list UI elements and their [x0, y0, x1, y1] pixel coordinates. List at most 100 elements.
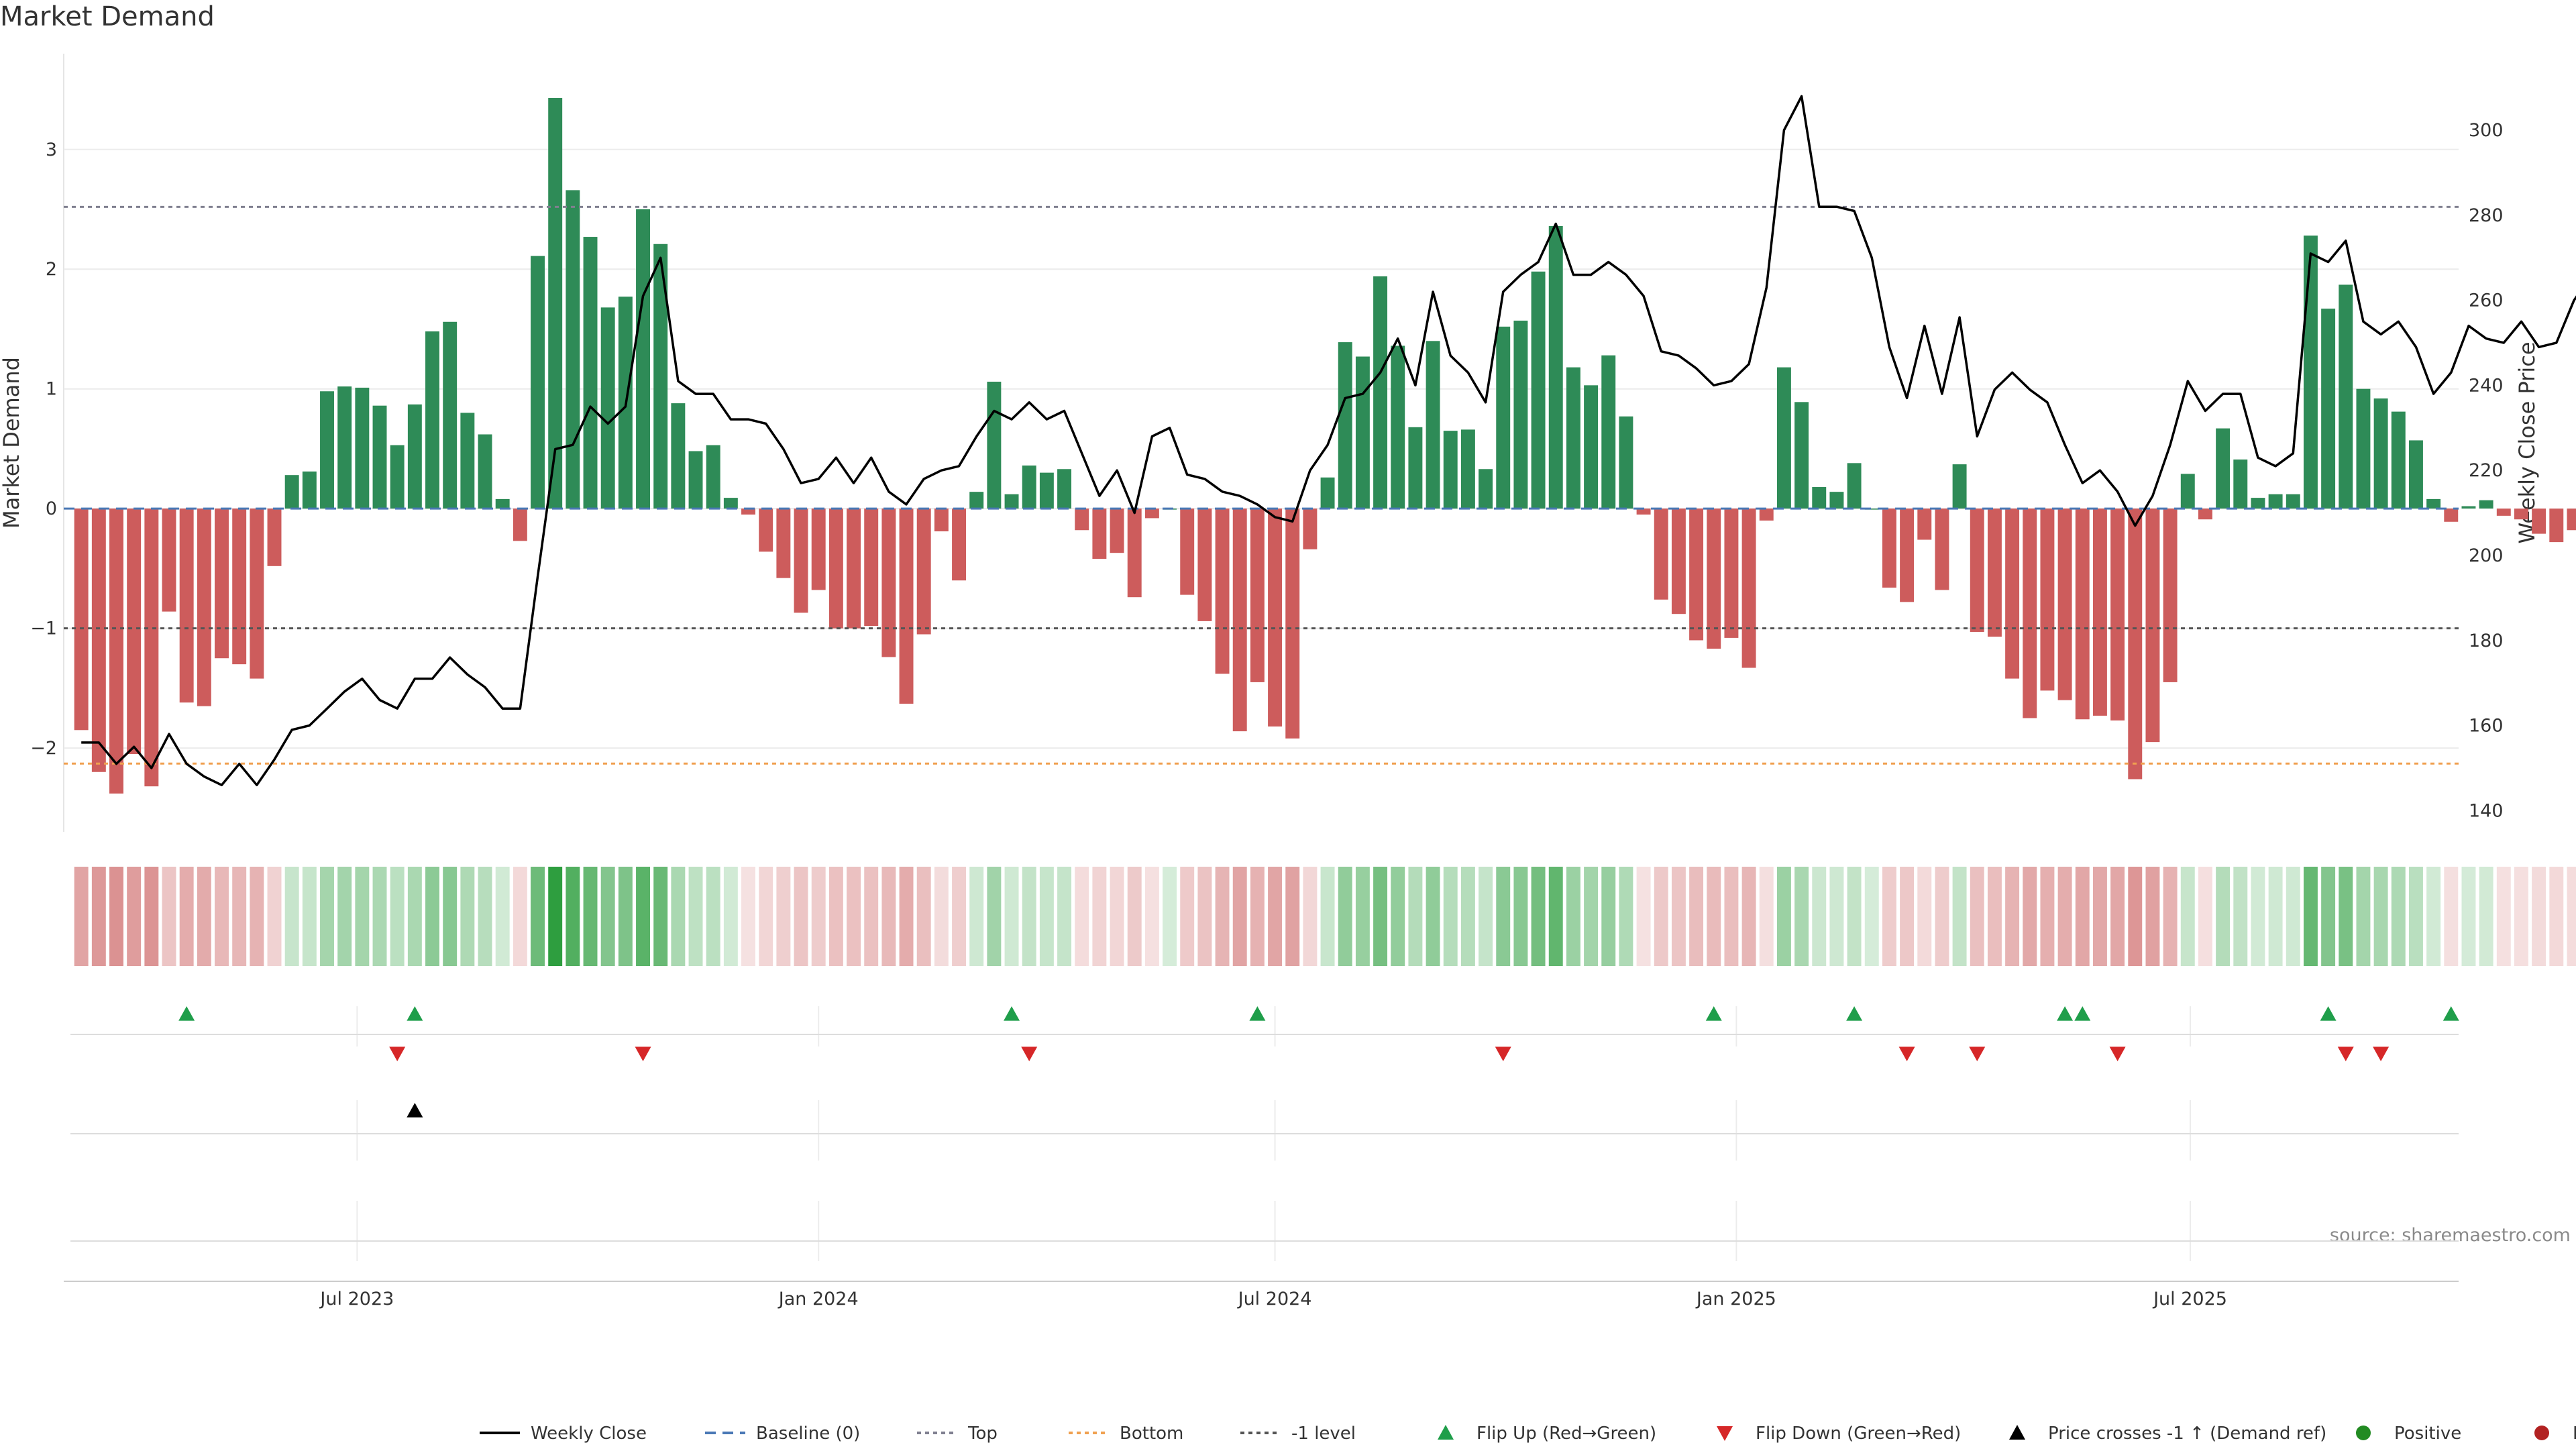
demand-bar: [390, 445, 405, 509]
heat-cell: [1689, 867, 1704, 966]
demand-bar: [2251, 498, 2265, 509]
demand-bar: [2128, 508, 2143, 780]
heat-cell: [934, 867, 949, 966]
flip-down-marker: [1495, 1046, 1511, 1061]
demand-bar: [1847, 463, 1862, 509]
flip-up-marker: [178, 1006, 195, 1021]
demand-bar: [1022, 465, 1036, 509]
demand-bar: [2339, 284, 2353, 509]
demand-bar: [2496, 508, 2511, 516]
demand-bar: [2268, 494, 2283, 509]
demand-bar: [2198, 508, 2212, 520]
demand-bar: [372, 405, 387, 509]
heat-cell: [1163, 867, 1177, 966]
y-tick-label: 0: [46, 498, 57, 519]
heat-cell: [372, 867, 387, 966]
heat-cell: [1759, 867, 1774, 966]
heat-cell: [1917, 867, 1932, 966]
demand-bar: [1215, 508, 1230, 674]
heat-cell: [2461, 867, 2476, 966]
heat-cell: [1127, 867, 1142, 966]
heat-cell: [74, 867, 89, 966]
demand-bar: [1250, 508, 1265, 682]
demand-bar: [1548, 225, 1563, 509]
x-tick-label: Jul 2024: [1237, 1289, 1312, 1309]
heat-cell: [2303, 867, 2318, 966]
heat-cell: [495, 867, 510, 966]
heat-cell: [671, 867, 686, 966]
reference-lines: [64, 205, 2459, 765]
demand-bar: [2110, 508, 2125, 721]
heat-cell: [1022, 867, 1036, 966]
demand-bar: [2321, 309, 2336, 509]
demand-bar: [215, 508, 229, 659]
demand-bar: [566, 190, 580, 509]
heat-cell: [952, 867, 967, 966]
demand-bar: [811, 508, 826, 590]
demand-bar: [460, 413, 475, 509]
demand-bar: [1426, 341, 1440, 509]
heat-cell: [1110, 867, 1124, 966]
demand-bar: [250, 508, 264, 679]
demand-bar: [759, 508, 773, 552]
demand-bar: [1636, 508, 1651, 515]
demand-bar: [881, 508, 896, 657]
legend-label: Flip Up (Red→Green): [1477, 1424, 1656, 1444]
demand-bar: [1338, 342, 1352, 509]
heat-cell: [460, 867, 475, 966]
heat-cell: [2092, 867, 2107, 966]
heat-cell: [144, 867, 159, 966]
legend-swatch-triangle-up: [1438, 1425, 1454, 1440]
heat-cell: [2216, 867, 2231, 966]
demand-bar: [2005, 508, 2020, 679]
legend-item-baseline: Baseline (0): [705, 1424, 860, 1444]
price-cross-marker: [407, 1103, 423, 1118]
demand-bar: [1584, 385, 1599, 509]
demand-bar: [2216, 428, 2231, 509]
flip-down-marker: [389, 1046, 406, 1061]
heat-cell: [1531, 867, 1546, 966]
heat-cell: [2373, 867, 2388, 966]
heat-cell: [1847, 867, 1862, 966]
demand-bar: [302, 471, 317, 509]
heat-cell: [1654, 867, 1668, 966]
heat-cell: [1900, 867, 1915, 966]
flip-up-marker: [2320, 1006, 2337, 1021]
heat-cell: [2408, 867, 2423, 966]
demand-bar: [1092, 508, 1107, 559]
demand-bar: [1144, 508, 1159, 519]
chart-title: Market Demand: [0, 1, 215, 32]
demand-bar: [2408, 440, 2423, 509]
demand-bar: [1391, 345, 1405, 509]
heat-cell: [302, 867, 317, 966]
heat-cell: [759, 867, 773, 966]
demand-bar: [1741, 508, 1756, 668]
heat-cell: [2233, 867, 2248, 966]
legend-label: Price crosses -1 ↑ (Demand ref): [2048, 1424, 2326, 1444]
heat-cell: [337, 867, 352, 966]
heat-cell: [1075, 867, 1089, 966]
heat-cell: [179, 867, 194, 966]
legend-item-negative: Negative: [2534, 1424, 2576, 1444]
demand-bar: [1707, 508, 1721, 649]
heat-cell: [2496, 867, 2511, 966]
legend-label: Baseline (0): [756, 1424, 860, 1444]
heat-cell: [653, 867, 668, 966]
legend-label: Top: [967, 1424, 998, 1444]
demand-bar: [1197, 508, 1212, 621]
heat-cell: [2163, 867, 2178, 966]
heat-cell: [2391, 867, 2406, 966]
heat-cell: [2339, 867, 2353, 966]
demand-bar: [952, 508, 967, 581]
flip-down-marker: [2373, 1046, 2390, 1061]
demand-bar: [162, 508, 176, 612]
heat-cell: [600, 867, 615, 966]
flip-up-marker: [1004, 1006, 1020, 1021]
demand-bar: [987, 381, 1002, 509]
heat-cell: [1601, 867, 1616, 966]
heat-cell: [688, 867, 703, 966]
x-tick-label: Jul 2023: [319, 1289, 394, 1309]
heat-cell: [723, 867, 738, 966]
heat-cell: [1180, 867, 1195, 966]
